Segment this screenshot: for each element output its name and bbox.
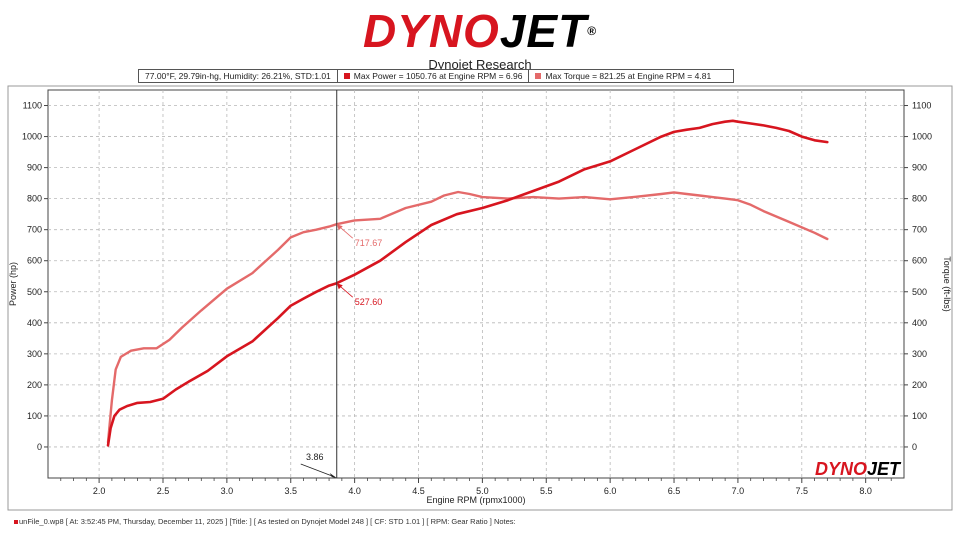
max-power-entry: Max Power = 1050.76 at Engine RPM = 6.96 — [338, 71, 529, 81]
x-tick-label: 6.5 — [668, 486, 681, 496]
y2-tick-label: 400 — [912, 318, 927, 328]
x-axis-label: Engine RPM (rpmx1000) — [426, 495, 525, 505]
y-tick-label: 0 — [37, 442, 42, 452]
max-torque-text: Max Torque = 821.25 at Engine RPM = 4.81 — [545, 71, 712, 81]
max-power-text: Max Power = 1050.76 at Engine RPM = 6.96 — [353, 71, 523, 81]
conditions-text: 77.00°F, 29.79in-hg, Humidity: 26.21%, S… — [145, 71, 331, 81]
x-tick-label: 6.0 — [604, 486, 617, 496]
watermark-jet: JET — [867, 459, 902, 479]
x-tick-label: 4.5 — [412, 486, 425, 496]
run-file-icon — [14, 520, 18, 525]
plot-area — [47, 89, 905, 479]
y2-tick-label: 600 — [912, 256, 927, 266]
y-tick-label: 500 — [27, 287, 42, 297]
max-torque-entry: Max Torque = 821.25 at Engine RPM = 4.81 — [529, 71, 717, 81]
x-tick-label: 5.5 — [540, 486, 553, 496]
power-annotation-label: 527.60 — [355, 297, 383, 307]
y-tick-label: 300 — [27, 349, 42, 359]
y2-tick-label: 200 — [912, 380, 927, 390]
y2-tick-label: 700 — [912, 225, 927, 235]
x-tick-label: 7.5 — [796, 486, 809, 496]
power-swatch-icon — [343, 73, 350, 79]
power-series-line — [106, 119, 829, 447]
y2-tick-label: 300 — [912, 349, 927, 359]
chart-watermark-logo: DYNOJET — [815, 459, 902, 479]
cursor-arrowhead-icon — [329, 473, 337, 478]
y2-tick-label: 1000 — [912, 132, 932, 142]
torque-annotation-label: 717.67 — [355, 238, 383, 248]
y-tick-label: 1000 — [22, 132, 42, 142]
watermark-dyno: DYNO — [815, 459, 867, 479]
x-tick-label: 7.0 — [732, 486, 745, 496]
y-tick-label: 600 — [27, 256, 42, 266]
footer-text: unFile_0.wp8 [ At: 3:52:45 PM, Thursday,… — [19, 517, 516, 526]
y-tick-label: 200 — [27, 380, 42, 390]
x-tick-label: 2.5 — [157, 486, 170, 496]
logo-jet: JET — [499, 5, 588, 57]
chart-title: Dynojet Research — [428, 57, 532, 72]
torque-annotation-arrow-icon — [336, 224, 343, 231]
y2-tick-label: 900 — [912, 163, 927, 173]
dynojet-logo: DYNOJET® — [0, 6, 960, 56]
logo-dyno: DYNO — [362, 5, 500, 57]
torque-series-line — [106, 190, 829, 444]
y-tick-label: 400 — [27, 318, 42, 328]
y-axis-label: Power (hp) — [8, 262, 18, 306]
x-tick-label: 3.0 — [221, 486, 234, 496]
y-tick-label: 1100 — [23, 101, 42, 111]
y2-tick-label: 500 — [912, 287, 927, 297]
x-tick-label: 2.0 — [93, 486, 106, 496]
y-tick-label: 900 — [27, 163, 42, 173]
x-tick-label: 3.5 — [284, 486, 297, 496]
y2-axis-label: Torque (ft-lbs) — [942, 256, 952, 312]
power-annotation-arrow-icon — [336, 283, 343, 290]
logo-registered-mark: ® — [587, 24, 598, 38]
y-tick-label: 800 — [27, 194, 42, 204]
cursor-value-label: 3.86 — [306, 452, 324, 462]
y2-tick-label: 100 — [912, 411, 927, 421]
torque-swatch-icon — [535, 73, 542, 79]
info-divider — [336, 70, 338, 82]
x-tick-label: 4.0 — [348, 486, 361, 496]
y2-tick-label: 800 — [912, 194, 927, 204]
x-tick-label: 8.0 — [859, 486, 872, 496]
y-tick-label: 100 — [27, 411, 42, 421]
cursor-pointer-line — [300, 463, 335, 478]
y-tick-label: 700 — [27, 225, 42, 235]
y2-tick-label: 1100 — [912, 101, 931, 111]
info-divider — [528, 70, 530, 82]
footer-run-info: unFile_0.wp8 [ At: 3:52:45 PM, Thursday,… — [14, 517, 516, 526]
run-info-bar: 77.00°F, 29.79in-hg, Humidity: 26.21%, S… — [138, 69, 734, 83]
y2-tick-label: 0 — [912, 442, 917, 452]
x-tick-label: 5.0 — [476, 486, 489, 496]
gridlines — [44, 90, 908, 483]
